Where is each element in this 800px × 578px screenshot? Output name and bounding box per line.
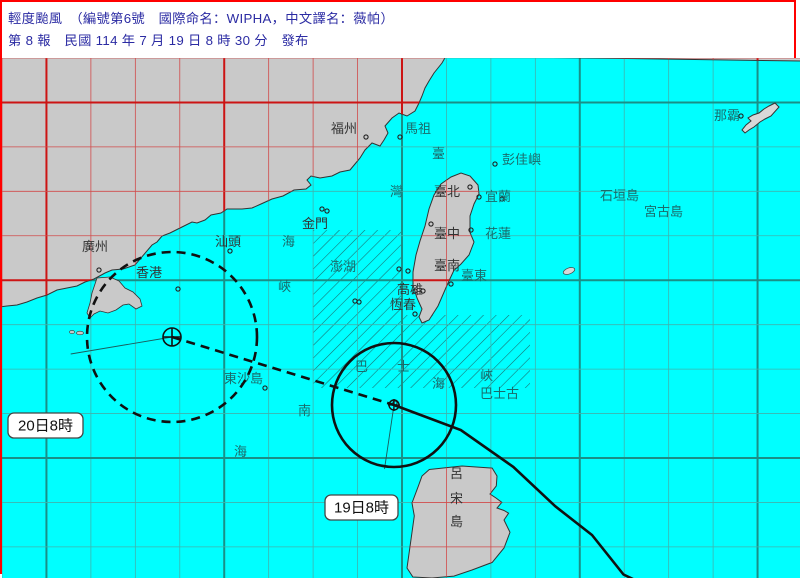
svg-text:海: 海 — [234, 444, 247, 459]
svg-text:馬祖: 馬祖 — [405, 121, 431, 136]
svg-text:峽: 峽 — [278, 279, 291, 294]
svg-text:廣州: 廣州 — [82, 239, 108, 254]
svg-text:高雄: 高雄 — [397, 282, 423, 297]
svg-text:峽: 峽 — [480, 368, 493, 383]
svg-text:臺: 臺 — [432, 146, 445, 161]
svg-text:臺南: 臺南 — [434, 258, 460, 273]
svg-text:宋: 宋 — [450, 491, 463, 506]
svg-text:石垣島: 石垣島 — [600, 188, 639, 203]
svg-text:宮古島: 宮古島 — [644, 204, 683, 219]
svg-text:巴: 巴 — [355, 359, 368, 374]
svg-text:19日8時: 19日8時 — [334, 500, 389, 517]
svg-text:恆春: 恆春 — [390, 297, 416, 312]
svg-text:臺中: 臺中 — [434, 226, 460, 241]
svg-text:呂: 呂 — [450, 466, 463, 481]
svg-text:臺東: 臺東 — [461, 268, 487, 283]
svg-text:海: 海 — [282, 234, 295, 249]
svg-text:彭佳嶼: 彭佳嶼 — [502, 152, 541, 167]
svg-text:花蓮: 花蓮 — [485, 226, 511, 241]
svg-text:福州: 福州 — [331, 121, 357, 136]
svg-text:士: 士 — [397, 359, 410, 374]
svg-text:澎湖: 澎湖 — [330, 259, 356, 274]
svg-text:汕頭: 汕頭 — [215, 234, 241, 249]
svg-text:巴士古: 巴士古 — [480, 386, 519, 401]
svg-text:南: 南 — [298, 403, 311, 418]
svg-text:20日8時: 20日8時 — [18, 418, 73, 435]
svg-text:灣: 灣 — [390, 184, 403, 199]
svg-text:香港: 香港 — [136, 265, 162, 280]
svg-text:金門: 金門 — [302, 216, 328, 231]
svg-text:宜蘭: 宜蘭 — [485, 189, 511, 204]
svg-text:島: 島 — [450, 514, 463, 529]
svg-text:海: 海 — [432, 376, 445, 391]
svg-text:那霸: 那霸 — [714, 108, 740, 123]
svg-text:臺北: 臺北 — [434, 184, 460, 199]
